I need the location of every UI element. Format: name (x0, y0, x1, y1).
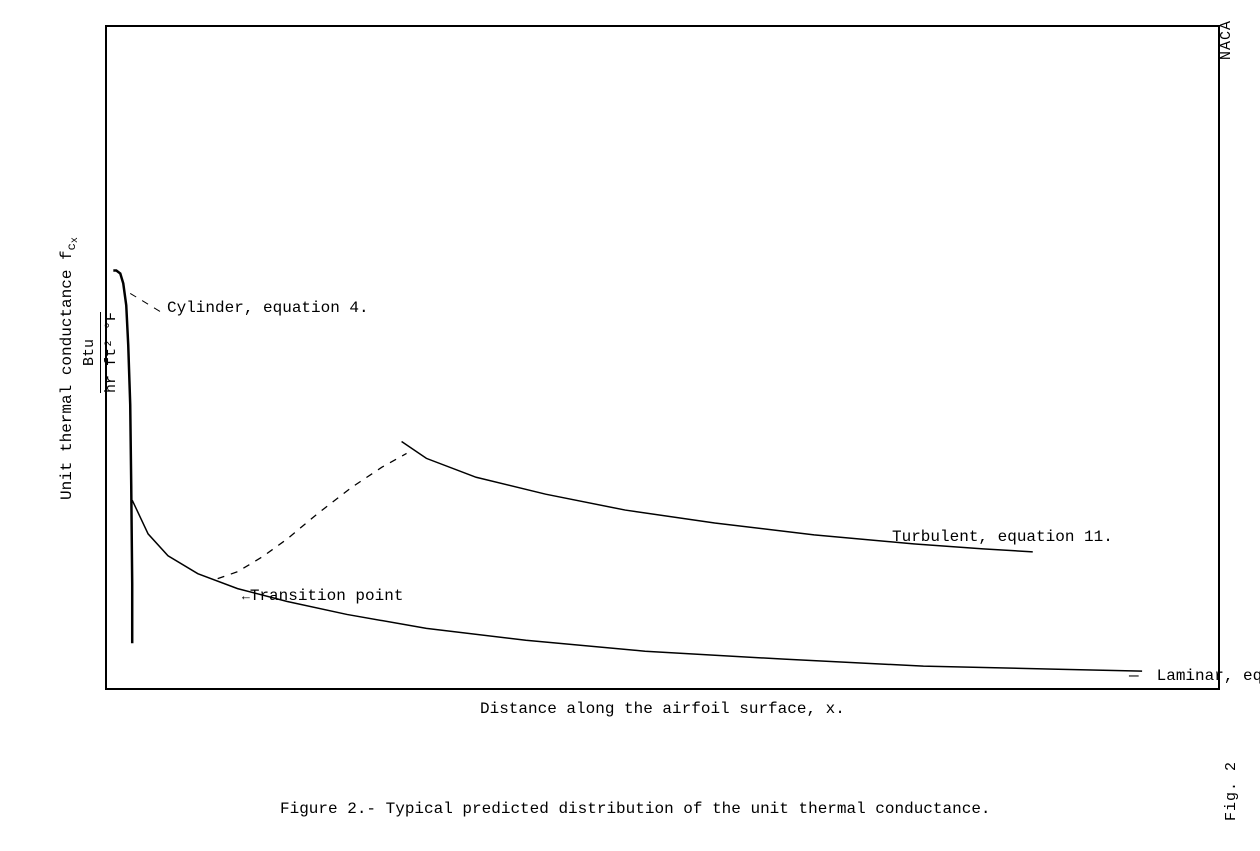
figure-caption: Figure 2.- Typical predicted distributio… (280, 800, 991, 818)
org-label: NACA (1218, 20, 1235, 60)
laminar-text: Laminar, equation 10. (1157, 667, 1260, 685)
y-axis-label: Unit thermal conductance fcx (58, 237, 76, 500)
turbulent-annotation: Turbulent, equation 11. (892, 528, 1113, 546)
y-unit-numerator: Btu (81, 312, 98, 393)
page: NACA Fig. 2 Unit thermal conductance fcx… (0, 0, 1260, 851)
transition-text: Transition point (250, 587, 404, 605)
chart-frame: Cylinder, equation 4. ←Transition point … (105, 25, 1220, 690)
fraction-line (100, 312, 101, 393)
y-axis-sub-x: x (70, 237, 81, 243)
transition-annotation: ←Transition point (242, 587, 403, 605)
x-axis-label: Distance along the airfoil surface, x. (480, 700, 845, 718)
cylinder-annotation: Cylinder, equation 4. (167, 299, 369, 317)
figure-number-label: Fig. 2 (1223, 761, 1240, 821)
laminar-annotation: —Laminar, equation 10. (1147, 667, 1260, 685)
y-axis-sub-c: c (65, 243, 79, 250)
y-axis-text: Unit thermal conductance f (58, 250, 76, 500)
